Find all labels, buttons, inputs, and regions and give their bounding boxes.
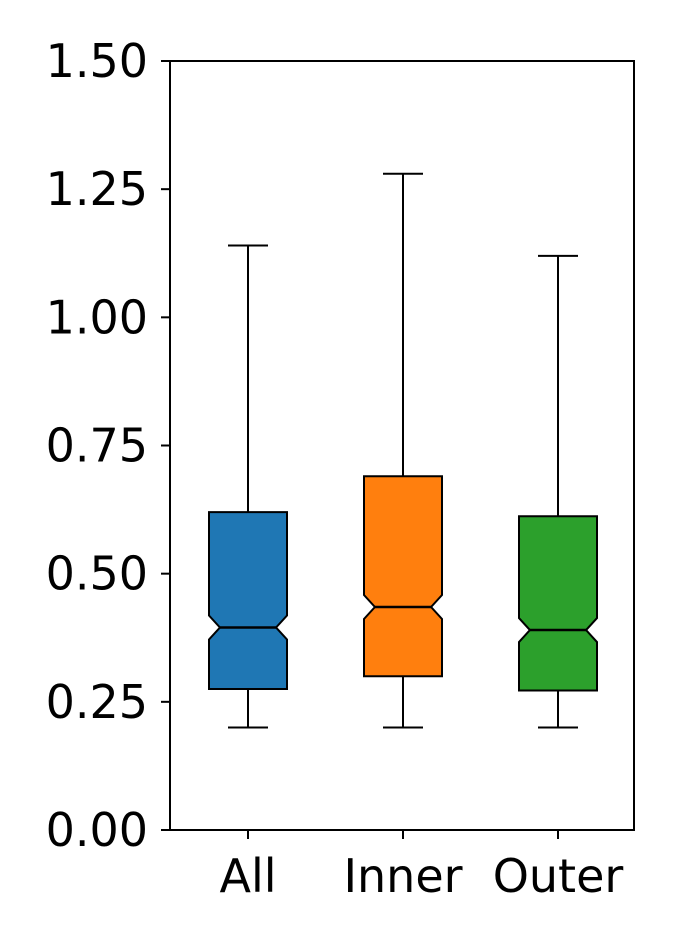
y-tick-label: 0.25 bbox=[46, 675, 148, 729]
boxes bbox=[208, 172, 598, 729]
y-tick-label: 1.25 bbox=[46, 162, 148, 216]
box-outer bbox=[518, 254, 598, 729]
box-inner bbox=[363, 172, 443, 729]
y-tick-label: 1.50 bbox=[46, 34, 148, 88]
tick-labels: 0.00 0.25 0.50 0.75 1.00 1.25 1.50 All Inner Oute… bbox=[46, 34, 624, 903]
y-tick-label: 1.00 bbox=[46, 290, 148, 344]
box-body bbox=[518, 515, 598, 692]
x-tick-label: Inner bbox=[343, 849, 462, 903]
y-tick-label: 0.75 bbox=[46, 419, 148, 473]
box-body bbox=[363, 475, 443, 678]
x-tick-label: All bbox=[219, 849, 276, 903]
y-tick-label: 0.50 bbox=[46, 547, 148, 601]
box-body bbox=[208, 511, 288, 691]
x-tick-label: Outer bbox=[493, 849, 624, 903]
axes bbox=[161, 60, 635, 839]
y-tick-label: 0.00 bbox=[46, 803, 148, 857]
box-all bbox=[208, 244, 288, 729]
